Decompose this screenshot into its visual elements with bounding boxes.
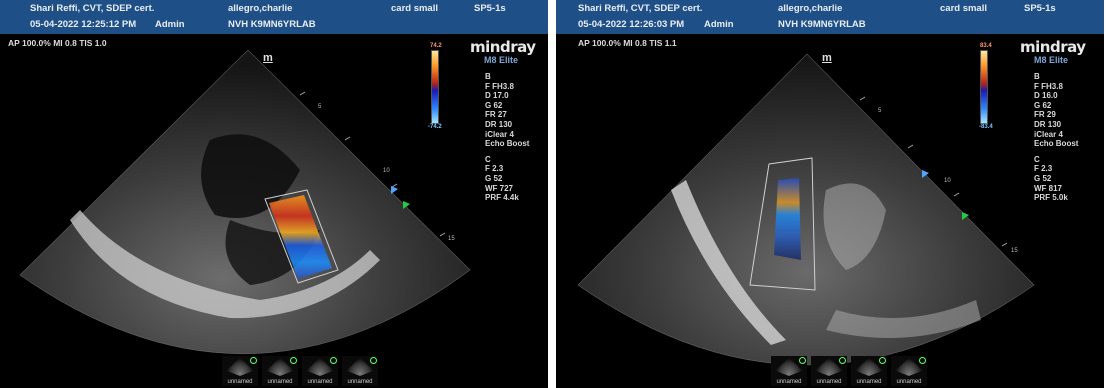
operator-name: Shari Reffi, CVT, SDEP cert. — [578, 3, 703, 14]
probe-orientation-logo-icon: m — [822, 52, 832, 64]
bmode-param: iClear 4 — [1034, 129, 1063, 139]
thumbnail-strip: unnamed unnamed unnamed unnamed — [771, 356, 927, 386]
exam-datetime: 05-04-2022 12:26:03 PM — [578, 19, 685, 30]
bmode-param: FR 27 — [485, 110, 507, 120]
color-param: F 2.3 — [485, 164, 504, 174]
bmode-param: DR 130 — [485, 119, 513, 129]
acoustic-output: AP 100.0% MI 0.8 TIS 1.1 — [578, 38, 677, 48]
acoustic-output: AP 100.0% MI 0.8 TIS 1.0 — [8, 38, 107, 48]
device-model: M8 Elite — [484, 55, 519, 65]
depth-marker-triangle-icon[interactable] — [391, 186, 398, 194]
probe-name: SP5-1s — [1024, 3, 1056, 14]
thumbnail-label: unnamed — [347, 379, 373, 385]
thumbnail[interactable]: unnamed — [262, 356, 298, 386]
thumbnail-label: unnamed — [856, 379, 882, 385]
ultrasound-image: 5 10 15 — [577, 53, 1035, 366]
focus-marker-triangle-icon[interactable] — [403, 201, 410, 209]
bmode-param: D 16.0 — [1034, 91, 1058, 101]
color-scale-min: -74.2 — [428, 124, 442, 130]
color-scale-min: -83.4 — [979, 124, 993, 130]
patient-id: NVH K9MN6YRLAB — [778, 19, 866, 30]
thumbnail[interactable]: unnamed — [811, 356, 847, 386]
color-scale-bar — [980, 50, 988, 124]
operator-name: Shari Reffi, CVT, SDEP cert. — [30, 3, 155, 14]
device-model: M8 Elite — [1034, 55, 1069, 65]
depth-mark: 10 — [944, 178, 951, 184]
patient-id: NVH K9MN6YRLAB — [228, 19, 316, 30]
thumbnail[interactable]: unnamed — [771, 356, 807, 386]
thumbnail-label: unnamed — [267, 379, 293, 385]
header-bar — [556, 0, 1104, 34]
header-bar — [0, 0, 548, 34]
ultrasound-image: 5 10 15 — [19, 49, 471, 355]
depth-mark: 15 — [1011, 248, 1018, 254]
bmode-param: F FH3.8 — [1034, 81, 1063, 91]
thumbnail[interactable]: unnamed — [222, 356, 258, 386]
thumbnail[interactable]: unnamed — [891, 356, 927, 386]
depth-mark: 5 — [318, 104, 322, 110]
user-label: Admin — [704, 19, 734, 30]
bmode-param: Echo Boost — [1034, 139, 1079, 149]
bmode-param: D 17.0 — [485, 91, 509, 101]
bmode-param: FR 29 — [1034, 110, 1056, 120]
patient-name: allegro,charlie — [778, 3, 843, 14]
thumbnail-label: unnamed — [816, 379, 842, 385]
bmode-title: B — [1034, 72, 1040, 81]
depth-mark: 5 — [878, 108, 882, 114]
thumbnail-strip: unnamed unnamed unnamed unnamed — [222, 356, 378, 386]
color-title: C — [1034, 154, 1040, 164]
color-param: PRF 4.4k — [485, 193, 519, 203]
depth-marker-triangle-icon[interactable] — [922, 170, 929, 178]
bmode-param: F FH3.8 — [485, 81, 514, 91]
focus-marker-triangle-icon[interactable] — [962, 212, 969, 220]
bmode-param: G 62 — [1034, 100, 1052, 110]
depth-mark: 15 — [448, 236, 455, 242]
thumbnail[interactable]: unnamed — [342, 356, 378, 386]
exam-preset: card small — [391, 3, 438, 14]
brand-logo: mindray — [470, 38, 536, 56]
color-param: G 52 — [485, 173, 503, 183]
imaging-parameters: B F FH3.8 D 17.0 G 62 FR 27 DR 130 iClea… — [485, 72, 529, 203]
brand-logo: mindray — [1020, 38, 1086, 56]
depth-mark: 10 — [383, 168, 390, 174]
probe-name: SP5-1s — [474, 3, 506, 14]
color-scale-bar — [431, 50, 439, 124]
color-title: C — [485, 154, 491, 164]
user-label: Admin — [155, 19, 185, 30]
bmode-param: G 62 — [485, 100, 503, 110]
color-scale-max: 83.4 — [980, 43, 992, 49]
thumbnail-label: unnamed — [227, 379, 253, 385]
color-param: G 52 — [1034, 173, 1052, 183]
thumbnail[interactable]: unnamed — [302, 356, 338, 386]
color-scale-max: 74.2 — [430, 43, 442, 49]
color-param: PRF 5.0k — [1034, 193, 1068, 203]
bmode-param: Echo Boost — [485, 139, 530, 149]
bmode-param: DR 130 — [1034, 119, 1062, 129]
thumbnail-label: unnamed — [896, 379, 922, 385]
thumbnail-label: unnamed — [307, 379, 333, 385]
probe-orientation-logo-icon: m — [263, 52, 273, 64]
thumbnail-label: unnamed — [776, 379, 802, 385]
thumbnail[interactable]: unnamed — [851, 356, 887, 386]
bmode-param: iClear 4 — [485, 129, 514, 139]
patient-name: allegro,charlie — [228, 3, 293, 14]
color-param: WF 727 — [485, 183, 514, 193]
bmode-title: B — [485, 72, 491, 81]
ultrasound-panel-right: Shari Reffi, CVT, SDEP cert. 05-04-2022 … — [556, 0, 1104, 388]
ultrasound-panel-left: Shari Reffi, CVT, SDEP cert. 05-04-2022 … — [0, 0, 548, 388]
exam-preset: card small — [940, 3, 987, 14]
exam-datetime: 05-04-2022 12:25:12 PM — [30, 19, 137, 30]
imaging-parameters: B F FH3.8 D 16.0 G 62 FR 29 DR 130 iClea… — [1034, 72, 1078, 203]
color-param: WF 817 — [1034, 183, 1063, 193]
color-param: F 2.3 — [1034, 164, 1053, 174]
